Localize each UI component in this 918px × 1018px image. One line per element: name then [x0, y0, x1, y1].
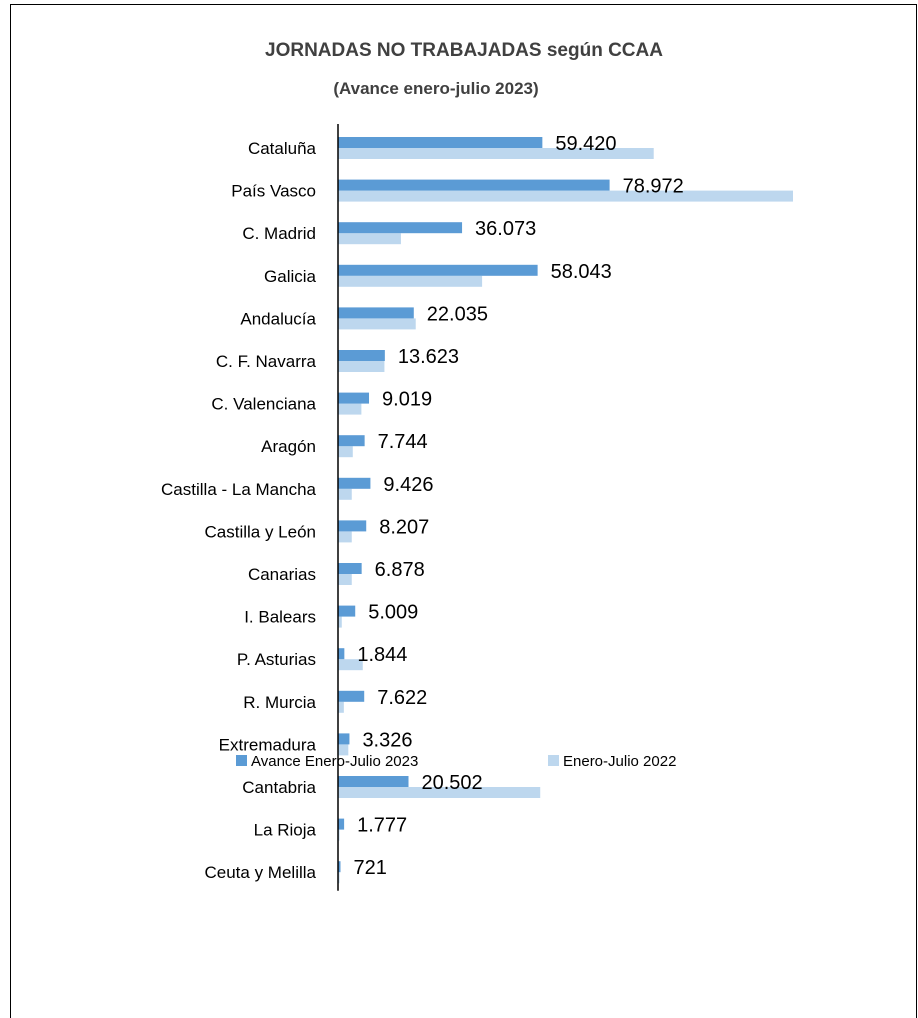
legend-swatch-2023 — [236, 755, 247, 766]
bar-2023-andalucia — [338, 307, 414, 319]
value-label-p-asturias: 1.844 — [357, 644, 407, 666]
bar-2022-i-balears — [338, 616, 342, 628]
bar-2022-castilla-la-mancha — [338, 488, 352, 500]
value-label-castilla-y-leon: 8.207 — [379, 516, 429, 538]
bar-2023-castilla-la-mancha — [338, 477, 371, 489]
legend-label-2022: Enero-Julio 2022 — [563, 753, 676, 770]
category-label-cataluna: Cataluña — [248, 139, 317, 158]
category-label-ceuta-y-melilla: Ceuta y Melilla — [205, 863, 317, 882]
value-label-andalucia: 22.035 — [427, 303, 488, 325]
bar-2023-cantabria — [338, 776, 409, 787]
bar-2022-c-valenciana — [338, 403, 362, 415]
value-label-ceuta-y-melilla: 721 — [353, 857, 386, 879]
category-label-castilla-la-mancha: Castilla - La Mancha — [161, 480, 317, 499]
bar-2023-cataluna — [338, 137, 543, 148]
chart-title: JORNADAS NO TRABAJADAS según CCAA — [265, 40, 663, 61]
value-label-la-rioja: 1.777 — [357, 815, 407, 837]
bar-2023-canarias — [338, 563, 362, 574]
category-label-castilla-y-leon: Castilla y León — [204, 522, 316, 541]
bar-2023-c-valenciana — [338, 392, 370, 404]
bar-2022-castilla-y-leon — [338, 531, 352, 543]
value-label-aragon: 7.744 — [378, 431, 428, 453]
bar-2023-r-murcia — [338, 690, 365, 702]
legend-label-2023: Avance Enero-Julio 2023 — [251, 753, 418, 770]
bar-2022-c-madrid — [338, 233, 401, 245]
bar-2022-aragon — [338, 446, 353, 458]
category-label-i-balears: I. Balears — [244, 608, 316, 627]
bar-2022-p-asturias — [338, 659, 363, 671]
bar-2022-cataluna — [338, 148, 654, 159]
legend-swatch-2022 — [548, 755, 559, 766]
bar-2022-c-f-navarra — [338, 361, 385, 372]
bar-2023-extremadura — [338, 733, 350, 745]
legend: Avance Enero-Julio 2023 Enero-Julio 2022 — [236, 753, 676, 770]
value-label-c-madrid: 36.073 — [475, 218, 536, 240]
value-label-castilla-la-mancha: 9.426 — [383, 474, 433, 496]
category-label-pais-vasco: País Vasco — [231, 182, 316, 201]
value-label-cantabria: 20.502 — [422, 772, 483, 794]
bar-2023-galicia — [338, 264, 538, 276]
bar-2022-extremadura — [338, 744, 349, 756]
bars-layer — [338, 137, 793, 884]
bar-2023-aragon — [338, 435, 365, 447]
bar-2023-c-f-navarra — [338, 350, 385, 361]
value-label-galicia: 58.043 — [551, 261, 612, 283]
value-label-i-balears: 5.009 — [368, 602, 418, 624]
value-label-r-murcia: 7.622 — [377, 687, 427, 709]
chart-frame — [10, 4, 917, 1018]
category-label-c-f-navarra: C. F. Navarra — [216, 352, 317, 371]
value-label-pais-vasco: 78.972 — [623, 176, 684, 198]
bar-2023-ceuta-y-melilla — [338, 861, 341, 873]
value-labels: 59.420 78.972 36.073 58.043 22.035 13.623 9.01… — [353, 133, 683, 879]
value-label-c-f-navarra: 13.623 — [398, 346, 459, 368]
bar-2022-galicia — [338, 275, 483, 287]
bar-2022-cantabria — [338, 787, 541, 798]
bar-2023-castilla-y-leon — [338, 520, 367, 532]
category-label-andalucia: Andalucía — [240, 309, 316, 328]
category-label-canarias: Canarias — [248, 565, 316, 584]
bar-2022-r-murcia — [338, 701, 344, 713]
bar-2023-p-asturias — [338, 648, 345, 660]
value-label-canarias: 6.878 — [375, 559, 425, 581]
chart-subtitle: (Avance enero-julio 2023) — [333, 79, 538, 98]
category-labels: Cataluña País Vasco C. Madrid Galicia Andalu… — [161, 139, 317, 882]
category-label-p-asturias: P. Asturias — [237, 650, 316, 669]
category-label-galicia: Galicia — [264, 267, 317, 286]
bar-2023-pais-vasco — [338, 179, 610, 191]
category-label-cantabria: Cantabria — [242, 778, 316, 797]
bar-2023-la-rioja — [338, 818, 345, 830]
value-label-c-valenciana: 9.019 — [382, 389, 432, 411]
value-label-cataluna: 59.420 — [555, 133, 616, 155]
category-label-aragon: Aragón — [261, 437, 316, 456]
category-label-r-murcia: R. Murcia — [243, 693, 316, 712]
bar-2023-i-balears — [338, 605, 356, 617]
bar-2022-andalucia — [338, 318, 416, 330]
bar-2023-c-madrid — [338, 222, 463, 234]
category-label-c-madrid: C. Madrid — [242, 224, 316, 243]
bar-2022-pais-vasco — [338, 190, 793, 202]
category-label-la-rioja: La Rioja — [254, 821, 317, 840]
category-label-c-valenciana: C. Valenciana — [211, 395, 316, 414]
bar-2022-canarias — [338, 574, 352, 585]
category-label-extremadura: Extremadura — [219, 735, 317, 754]
value-label-extremadura: 3.326 — [362, 729, 412, 751]
